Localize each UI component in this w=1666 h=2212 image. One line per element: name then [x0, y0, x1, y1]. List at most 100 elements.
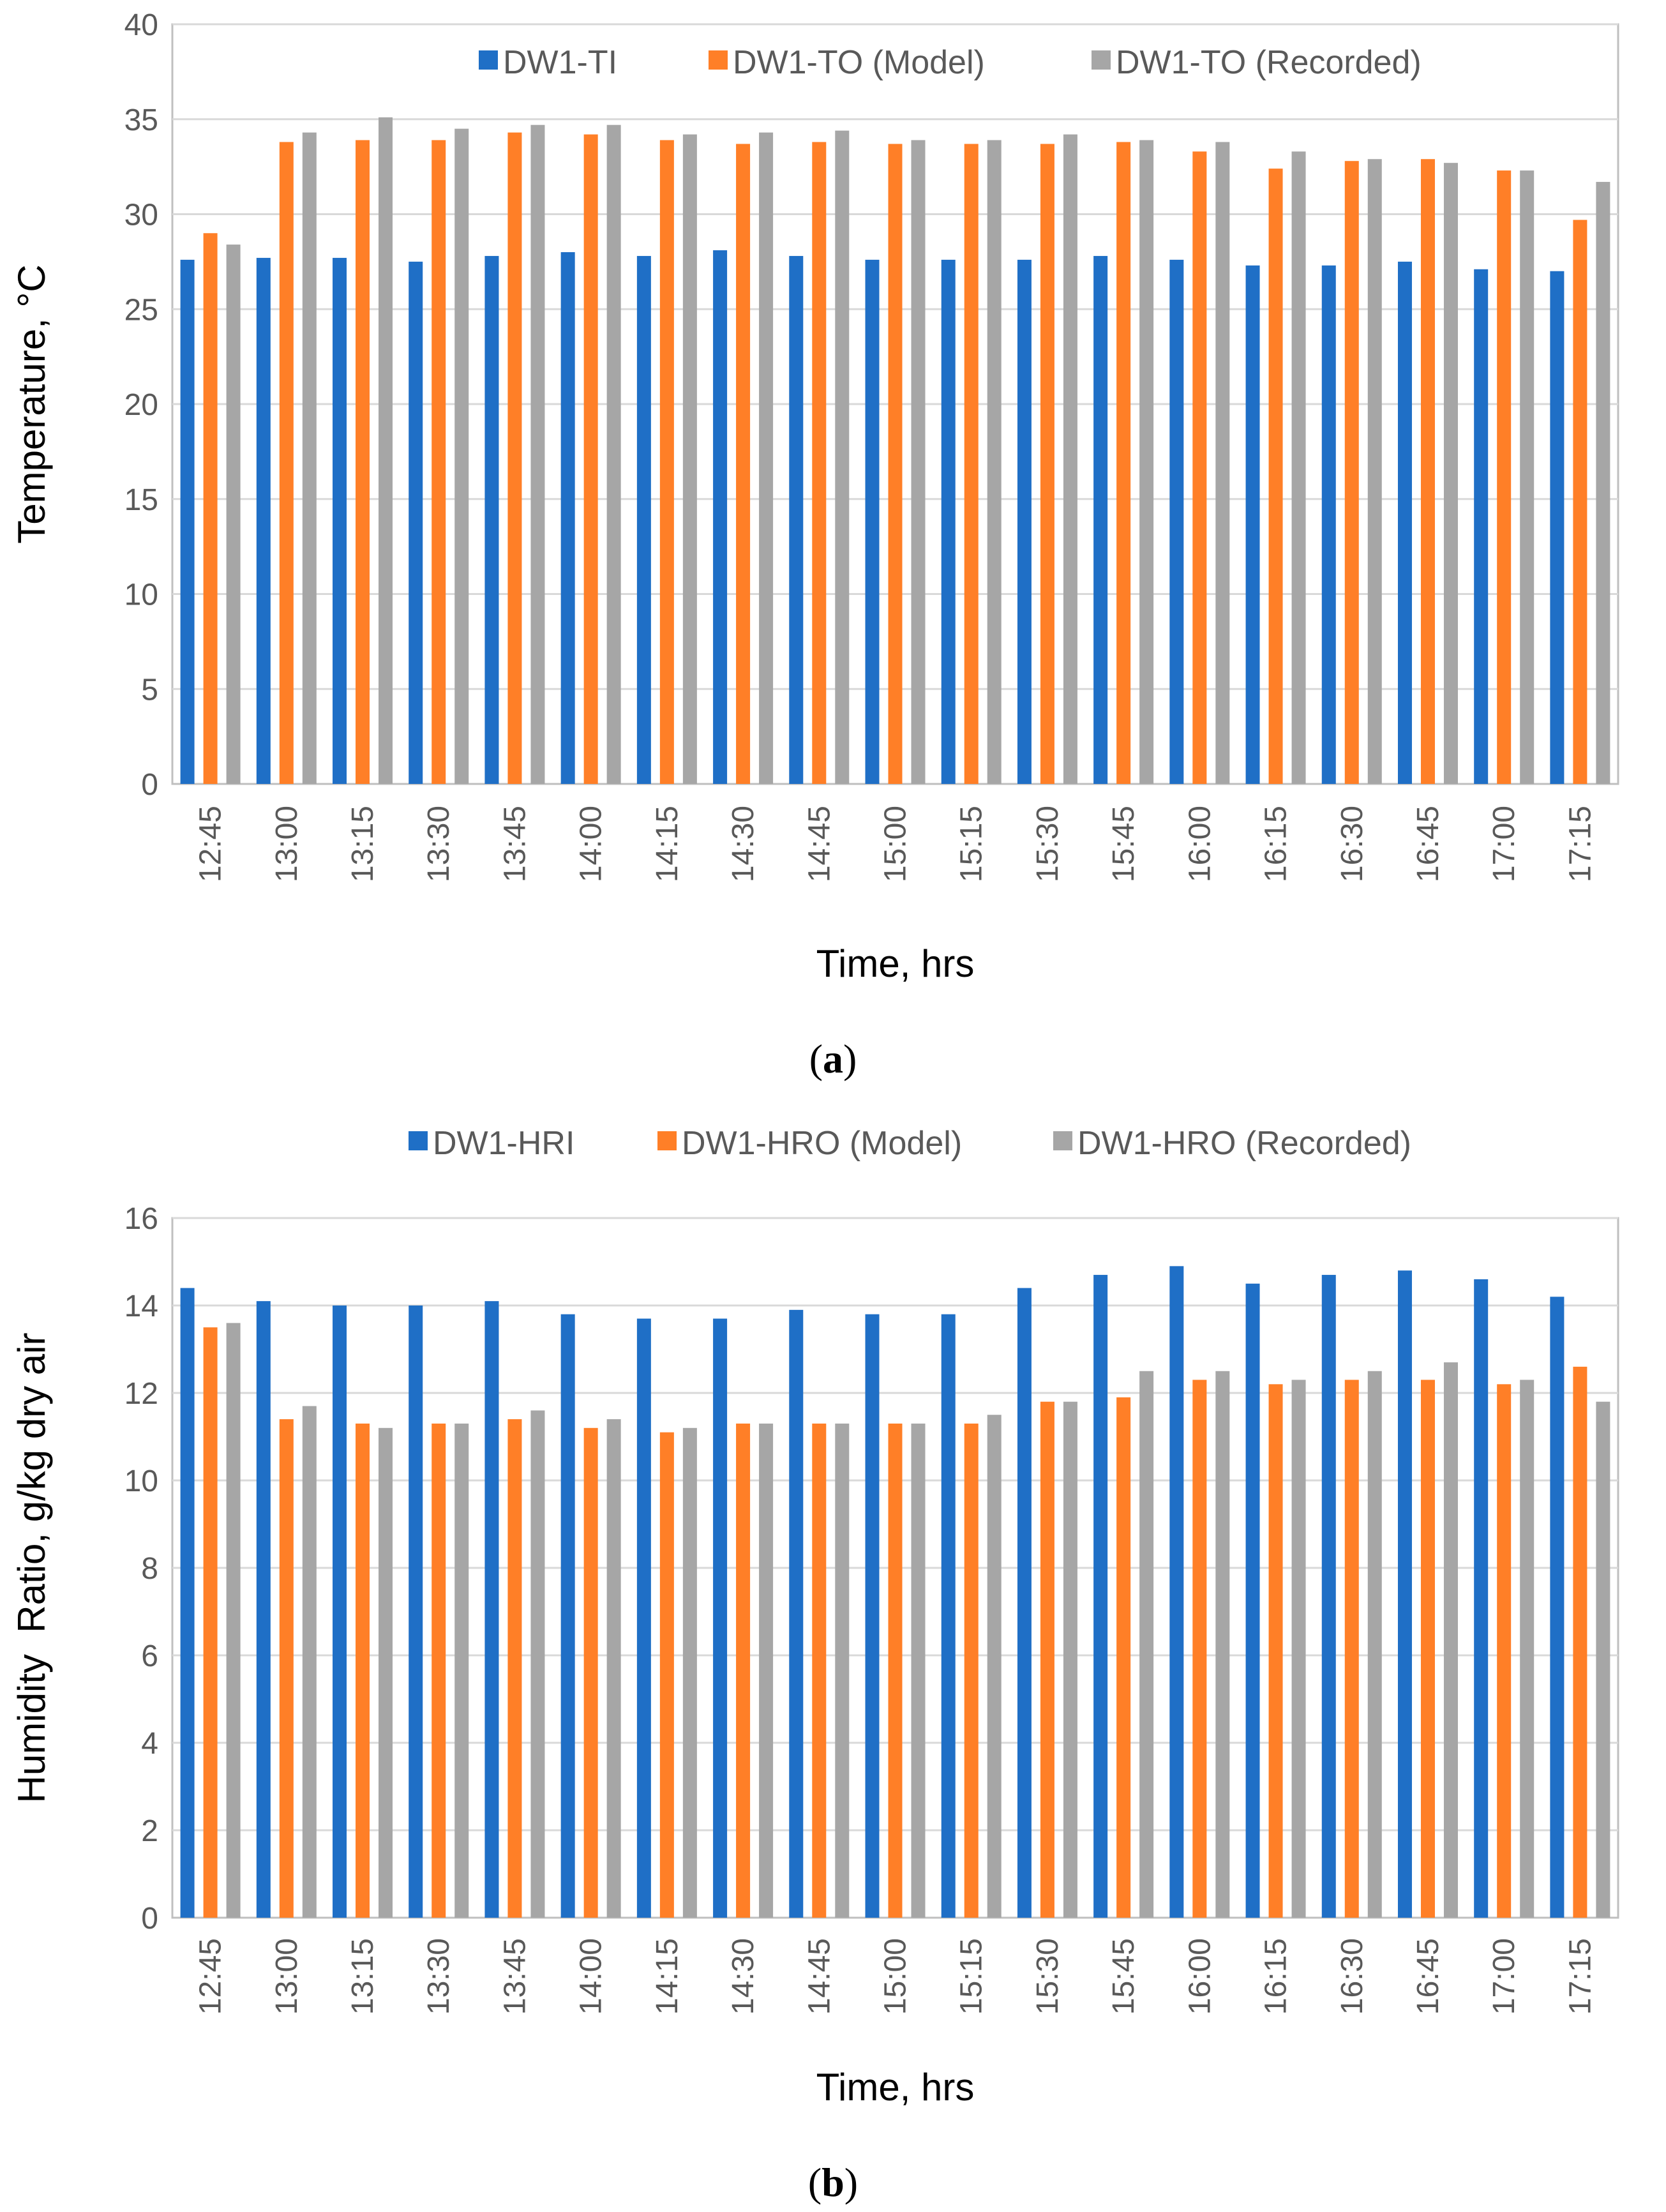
x-tick-label: 15:30	[1031, 806, 1065, 882]
bar-dw1-hro-recorded-1630	[1367, 1371, 1382, 1918]
x-tick-label: 13:30	[422, 1938, 456, 2015]
y-tick-label: 5	[141, 673, 158, 707]
x-tick-label: 17:00	[1487, 1938, 1521, 2015]
bar-dw1-to-model-1345	[507, 132, 522, 784]
bar-dw1-to-recorded-1600	[1215, 142, 1230, 784]
bar-dw1-to-recorded-1615	[1291, 151, 1306, 784]
x-tick-label: 13:00	[270, 1938, 304, 2015]
bar-dw1-hro-recorded-1515	[987, 1415, 1002, 1918]
bar-dw1-hri-1500	[865, 1314, 880, 1918]
y-tick-label: 15	[124, 483, 158, 517]
bar-dw1-hro-model-1245	[203, 1327, 218, 1918]
x-tick-label: 16:45	[1411, 1938, 1445, 2015]
x-tick-label: 13:15	[346, 806, 380, 882]
bar-dw1-hro-recorded-1645	[1443, 1362, 1458, 1918]
bar-dw1-hro-recorded-1700	[1520, 1380, 1535, 1918]
bar-dw1-hro-model-1515	[964, 1423, 979, 1918]
x-tick-label: 16:00	[1183, 1938, 1217, 2015]
bar-dw1-to-model-1600	[1192, 151, 1207, 784]
x-tick-label: 15:00	[879, 1938, 913, 2015]
x-tick-label: 13:45	[498, 1938, 532, 2015]
bar-dw1-to-recorded-1645	[1443, 163, 1458, 785]
x-tick-label: 15:00	[879, 806, 913, 882]
bar-dw1-hri-1615	[1245, 1283, 1260, 1918]
bar-dw1-to-recorded-1515	[987, 140, 1002, 785]
bar-dw1-to-recorded-1530	[1063, 134, 1077, 785]
x-tick-label: 16:30	[1335, 1938, 1369, 2015]
bar-dw1-ti-1330	[409, 261, 423, 784]
bar-dw1-to-model-1330	[432, 140, 446, 785]
bar-dw1-to-model-1715	[1573, 220, 1587, 784]
bar-dw1-ti-1615	[1245, 265, 1260, 784]
panel-label-close-paren: )	[844, 2160, 858, 2205]
bar-dw1-hro-model-1500	[888, 1423, 903, 1918]
bar-dw1-hro-model-1300	[279, 1419, 294, 1918]
bar-dw1-hro-model-1345	[507, 1419, 522, 1918]
x-tick-label: 14:00	[574, 1938, 608, 2015]
bar-dw1-hri-1515	[941, 1314, 956, 1918]
bar-dw1-hro-model-1330	[432, 1423, 446, 1918]
bar-dw1-ti-1445	[789, 255, 804, 784]
bar-dw1-to-model-1315	[356, 140, 370, 785]
y-axis-title: Humidity Ratio, g/kg dry air	[10, 1333, 53, 1803]
bar-dw1-to-recorded-1545	[1139, 140, 1154, 785]
bar-dw1-hro-model-1530	[1040, 1401, 1054, 1918]
x-tick-label: 16:15	[1259, 1938, 1293, 2015]
x-tick-label: 14:30	[726, 1938, 760, 2015]
bar-dw1-to-model-1515	[964, 144, 979, 785]
x-tick-label: 14:30	[726, 806, 760, 882]
bar-dw1-hro-model-1545	[1116, 1397, 1131, 1918]
x-tick-label: 16:45	[1411, 806, 1445, 882]
bar-dw1-hro-recorded-1445	[835, 1423, 850, 1918]
bar-dw1-to-model-1245	[203, 233, 218, 784]
y-tick-label: 0	[141, 768, 158, 802]
bar-dw1-hri-1645	[1397, 1270, 1412, 1918]
bar-dw1-hro-model-1700	[1497, 1384, 1512, 1918]
y-tick-label: 14	[124, 1290, 158, 1323]
bar-dw1-to-model-1415	[659, 140, 674, 785]
bar-dw1-ti-1600	[1169, 259, 1184, 784]
bar-dw1-to-model-1630	[1344, 161, 1359, 784]
y-tick-label: 30	[124, 199, 158, 232]
legend-swatch	[1092, 50, 1111, 70]
bar-dw1-hri-1245	[180, 1288, 195, 1918]
bar-dw1-hri-1445	[789, 1309, 804, 1918]
y-tick-label: 0	[141, 1902, 158, 1936]
x-tick-label: 17:15	[1563, 1938, 1597, 2015]
y-tick-label: 35	[124, 103, 158, 137]
bar-dw1-to-recorded-1300	[302, 132, 317, 784]
bar-dw1-to-model-1430	[736, 144, 751, 785]
x-tick-label: 13:30	[422, 806, 456, 882]
x-tick-label: 13:15	[346, 1938, 380, 2015]
bar-dw1-to-recorded-1315	[379, 117, 393, 784]
bar-dw1-to-recorded-1245	[226, 245, 241, 785]
bar-dw1-hro-recorded-1430	[759, 1423, 774, 1918]
x-tick-label: 12:45	[194, 1938, 228, 2015]
bar-dw1-hro-recorded-1400	[606, 1419, 621, 1918]
bar-dw1-hro-recorded-1715	[1596, 1401, 1610, 1918]
bar-dw1-hro-recorded-1315	[379, 1427, 393, 1918]
legend-entry: DW1-HRI	[433, 1125, 574, 1162]
x-axis-title: Time, hrs	[816, 2066, 975, 2109]
x-tick-label: 14:45	[802, 806, 836, 882]
bar-dw1-hri-1330	[409, 1305, 423, 1918]
bar-dw1-hri-1530	[1017, 1288, 1032, 1918]
bar-dw1-ti-1500	[865, 259, 880, 784]
x-tick-label: 16:30	[1335, 806, 1369, 882]
bar-dw1-hro-recorded-1600	[1215, 1371, 1230, 1918]
bar-dw1-to-model-1700	[1497, 170, 1512, 784]
bar-dw1-to-recorded-1430	[759, 132, 774, 784]
bar-dw1-to-model-1400	[583, 134, 598, 785]
x-tick-label: 17:00	[1487, 806, 1521, 882]
bar-dw1-to-recorded-1500	[911, 140, 926, 785]
bar-dw1-hro-model-1615	[1268, 1384, 1283, 1918]
bar-dw1-ti-1315	[333, 257, 347, 784]
x-tick-label: 13:45	[498, 806, 532, 882]
bar-dw1-ti-1400	[560, 252, 575, 784]
bar-dw1-ti-1530	[1017, 259, 1032, 784]
legend-swatch	[1053, 1131, 1072, 1150]
legend-swatch	[409, 1131, 428, 1150]
x-tick-label: 16:15	[1259, 806, 1293, 882]
legend: DW1-TI DW1-TO (Model) DW1-TO (Recorded)	[479, 44, 1422, 81]
